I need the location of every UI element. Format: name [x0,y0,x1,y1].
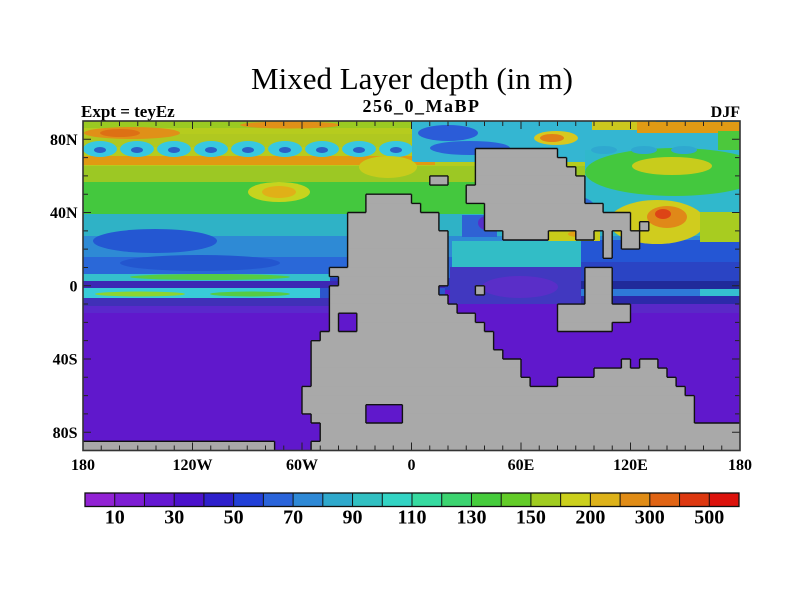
svg-text:180: 180 [71,457,95,474]
svg-text:30: 30 [164,507,184,529]
svg-text:200: 200 [575,507,605,529]
svg-text:0: 0 [408,457,416,474]
svg-text:Mixed Layer depth (in m): Mixed Layer depth (in m) [251,61,573,96]
svg-text:50: 50 [224,507,244,529]
svg-text:120W: 120W [173,457,213,474]
svg-text:60E: 60E [508,457,535,474]
svg-text:120E: 120E [613,457,648,474]
svg-text:60W: 60W [286,457,318,474]
svg-text:DJF: DJF [711,104,741,121]
svg-text:90: 90 [343,507,363,529]
svg-text:0: 0 [70,278,78,295]
svg-text:70: 70 [283,507,303,529]
svg-text:500: 500 [694,507,724,529]
svg-text:300: 300 [635,507,665,529]
svg-text:130: 130 [457,507,487,529]
svg-text:Expt = teyEz: Expt = teyEz [81,102,175,121]
svg-text:110: 110 [398,507,427,529]
svg-text:80N: 80N [50,132,78,149]
svg-text:150: 150 [516,507,546,529]
svg-text:80S: 80S [53,425,78,442]
svg-text:40S: 40S [53,352,78,369]
svg-text:180: 180 [728,457,752,474]
svg-text:10: 10 [105,507,125,529]
svg-text:40N: 40N [50,205,78,222]
svg-text:256_0_MaBP: 256_0_MaBP [363,96,481,116]
